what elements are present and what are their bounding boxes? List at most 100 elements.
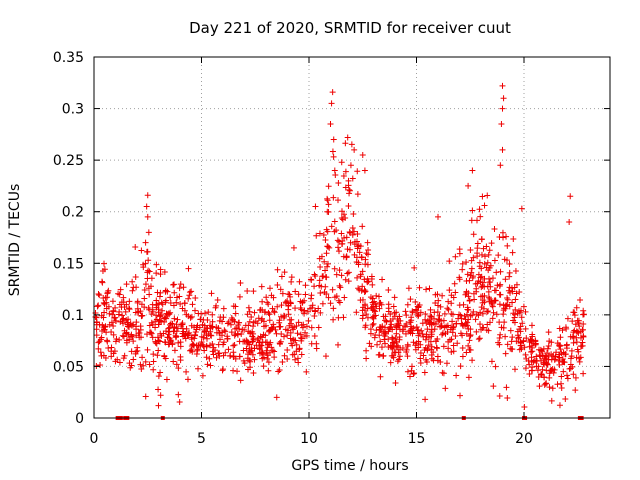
data-point [138, 247, 145, 254]
data-point [573, 354, 580, 361]
data-point [122, 308, 129, 315]
data-point [556, 361, 563, 368]
data-point [255, 335, 262, 342]
data-point [278, 302, 285, 309]
data-point [259, 298, 266, 305]
data-point [354, 274, 361, 281]
data-point [495, 252, 502, 259]
data-point [316, 277, 323, 284]
data-point [208, 290, 215, 297]
data-point [501, 319, 508, 326]
data-point [410, 339, 417, 346]
data-point-peak [327, 121, 334, 128]
data-point [284, 355, 291, 362]
data-point [247, 358, 254, 365]
data-point [464, 304, 471, 311]
data-point [390, 316, 396, 323]
data-point [111, 314, 118, 321]
data-point [463, 349, 470, 356]
data-point [415, 332, 422, 339]
y-tick-label: 0.05 [53, 359, 84, 375]
data-point [503, 233, 510, 240]
data-point [521, 344, 528, 351]
y-tick-label: 0.15 [53, 256, 84, 272]
data-point [176, 293, 183, 300]
data-point [431, 326, 438, 333]
data-point [186, 292, 193, 299]
data-point [140, 264, 147, 271]
data-point [106, 321, 113, 328]
data-point [479, 193, 486, 200]
data-point [213, 324, 220, 331]
data-point [373, 292, 380, 299]
data-point [546, 384, 553, 391]
data-point [454, 340, 461, 347]
data-point [444, 305, 451, 312]
data-point [183, 325, 190, 332]
data-point [467, 247, 474, 254]
data-point [321, 289, 328, 296]
data-point [371, 307, 378, 314]
data-point [176, 285, 183, 292]
data-point [343, 254, 350, 261]
data-point [475, 336, 482, 343]
data-point-peak [143, 203, 150, 210]
data-point [120, 294, 127, 301]
data-point [246, 308, 253, 315]
data-point [133, 332, 140, 339]
data-point [407, 319, 414, 326]
data-point [351, 238, 358, 245]
data-point [458, 320, 465, 327]
data-point [363, 250, 370, 257]
data-point [342, 168, 349, 175]
data-point [335, 180, 342, 187]
data-point [465, 374, 472, 381]
data-point [539, 352, 546, 359]
data-point [408, 363, 415, 370]
data-point [364, 305, 371, 312]
data-point [478, 251, 485, 258]
data-point [522, 365, 529, 372]
data-point [250, 370, 257, 377]
data-point [407, 296, 414, 303]
data-point [228, 315, 235, 322]
data-point [95, 339, 102, 346]
data-point [150, 366, 157, 373]
data-point [126, 298, 133, 305]
data-point [329, 148, 336, 155]
data-point [548, 339, 555, 346]
data-point [331, 294, 338, 301]
data-point [300, 321, 307, 328]
data-point [486, 298, 493, 305]
data-point [169, 320, 176, 327]
data-point [284, 332, 291, 339]
data-point [322, 236, 329, 243]
data-point [125, 331, 132, 338]
data-point [513, 281, 520, 288]
data-point [473, 217, 480, 224]
data-point [491, 297, 498, 304]
data-point [108, 348, 115, 355]
data-point [115, 290, 122, 297]
data-point [422, 344, 429, 351]
data-point [292, 288, 299, 295]
data-point [467, 332, 474, 339]
data-point [166, 328, 173, 335]
data-point [395, 356, 402, 363]
data-point [204, 316, 211, 323]
data-point [428, 321, 435, 328]
data-point [434, 336, 441, 343]
data-point [395, 317, 402, 324]
data-point [335, 341, 342, 348]
y-tick-label: 0.35 [53, 50, 84, 66]
data-point [153, 270, 160, 277]
data-point [408, 323, 415, 330]
data-point-peak [142, 239, 149, 246]
data-point [422, 336, 429, 343]
data-point [293, 341, 300, 348]
data-point [445, 298, 452, 305]
data-point [166, 341, 173, 348]
data-point [521, 404, 528, 411]
data-point [171, 315, 178, 322]
data-point [313, 340, 320, 347]
